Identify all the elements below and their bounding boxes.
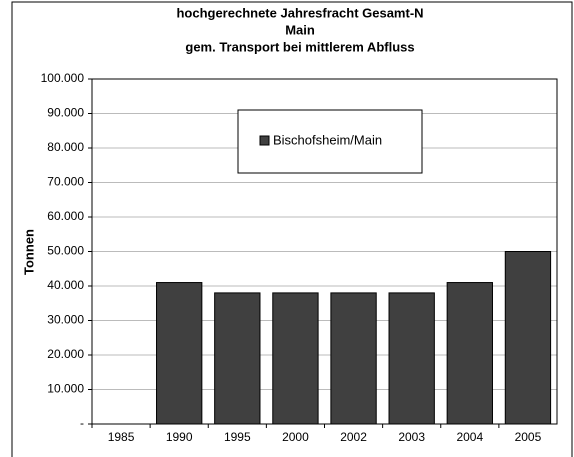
x-tick-label: 1995 (224, 430, 251, 444)
bar (214, 292, 261, 425)
y-tick-label: 30.000 (47, 313, 84, 327)
bar (388, 292, 435, 425)
x-tick-label: 2002 (340, 430, 367, 444)
y-tick-label: 20.000 (47, 347, 84, 361)
bar (330, 292, 377, 425)
y-tick-label: - (80, 416, 84, 430)
y-tick-label: 10.000 (47, 382, 84, 396)
x-tick-label: 2005 (515, 430, 542, 444)
chart-title: gem. Transport bei mittlerem Abfluss (185, 39, 414, 54)
x-tick-label: 1985 (108, 430, 135, 444)
legend-label: Bischofsheim/Main (273, 132, 382, 147)
x-tick-label: 2004 (456, 430, 483, 444)
y-tick-label: 80.000 (47, 140, 84, 154)
bar (272, 292, 319, 425)
y-axis-label: Tonnen (21, 229, 36, 275)
x-tick-label: 2000 (282, 430, 309, 444)
chart-title: hochgerechnete Jahresfracht Gesamt-N (176, 5, 423, 20)
bar (446, 282, 493, 425)
y-tick-label: 40.000 (47, 278, 84, 292)
bar (504, 251, 552, 425)
y-tick-label: 100.000 (41, 71, 85, 85)
x-tick-label: 1990 (166, 430, 193, 444)
legend-swatch (259, 135, 270, 146)
y-tick-label: 70.000 (47, 175, 84, 189)
x-tick-label: 2003 (398, 430, 425, 444)
chart-title: Main (285, 22, 315, 37)
legend-box (237, 109, 423, 174)
y-tick-label: 90.000 (47, 106, 84, 120)
y-tick-label: 60.000 (47, 209, 84, 223)
bar (156, 282, 203, 425)
y-tick-label: 50.000 (47, 244, 84, 258)
